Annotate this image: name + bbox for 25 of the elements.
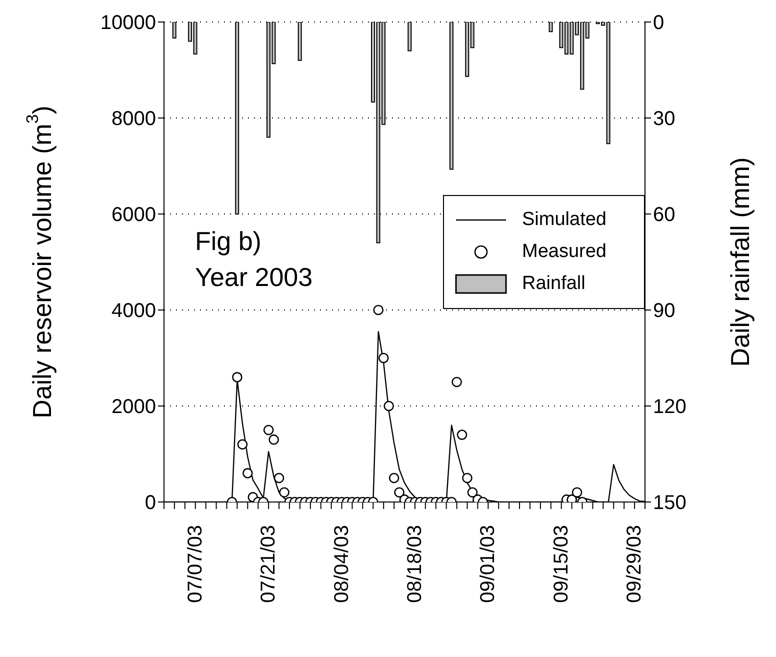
legend-label: Simulated [522, 209, 606, 231]
y2-tick-label: 30 [653, 108, 676, 130]
y2-axis-title: Daily rainfall (mm) [725, 157, 755, 367]
y2-tick-label: 0 [653, 12, 664, 34]
y-tick-label: 8000 [112, 108, 156, 130]
y-tick-label: 10000 [100, 12, 156, 34]
y-tick-label: 0 [144, 492, 156, 514]
x-tick-label: 09/01/03 [477, 525, 500, 603]
x-tick-label: 09/29/03 [624, 525, 646, 603]
annotation: Fig b) [195, 226, 262, 257]
y2-tick-label: 90 [653, 300, 676, 322]
y-tick-label: 4000 [112, 300, 156, 322]
y2-tick-label: 60 [653, 204, 676, 226]
legend-label: Rainfall [522, 273, 586, 295]
y2-tick-label: 150 [653, 492, 686, 514]
y-tick-label: 6000 [112, 204, 156, 226]
y-tick-label: 2000 [112, 396, 156, 418]
x-tick-label: 07/07/03 [184, 525, 206, 603]
x-tick-label: 07/21/03 [258, 525, 280, 603]
legend-label: Measured [522, 241, 606, 263]
x-tick-label: 09/15/03 [550, 525, 572, 603]
x-tick-label: 08/18/03 [404, 525, 426, 603]
y2-tick-label: 120 [653, 396, 686, 418]
annotation: Year 2003 [195, 262, 313, 293]
x-tick-label: 08/04/03 [330, 525, 353, 603]
